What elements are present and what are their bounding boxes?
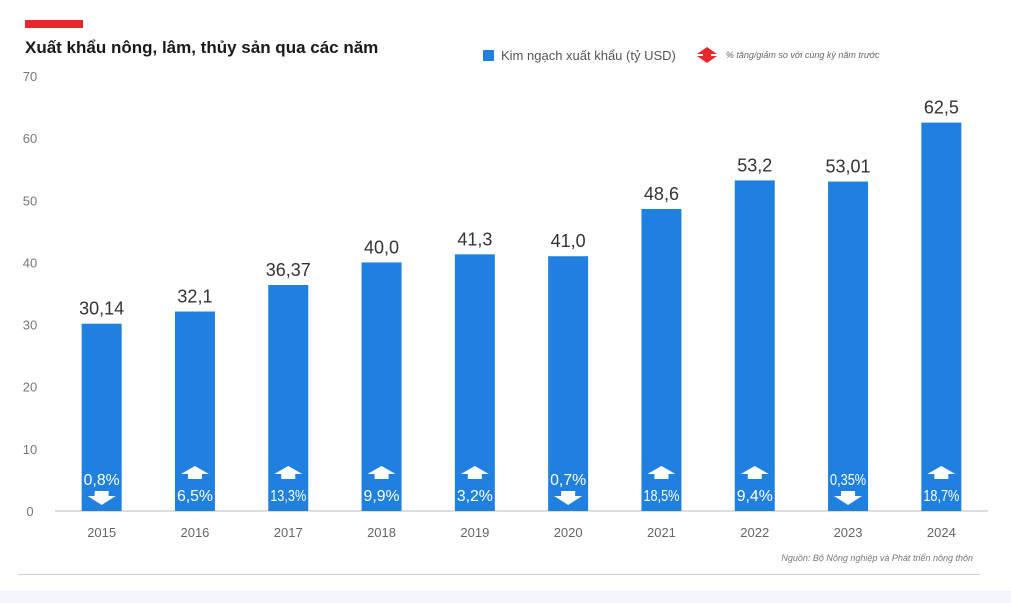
- change-up-arrow: [740, 466, 769, 479]
- change-percent-label: 0,7%: [550, 472, 586, 489]
- legend-item-change: % tăng/giảm so với cùng kỳ năm trước: [694, 46, 880, 64]
- x-tick-label: 2023: [834, 525, 863, 540]
- bar: [734, 180, 775, 511]
- legend: Kim ngạch xuất khẩu (tỷ USD) % tăng/giảm…: [483, 46, 880, 64]
- x-tick-label: 2019: [460, 525, 489, 540]
- y-tick-label: 10: [23, 442, 37, 457]
- page-bottom-strip: [0, 590, 1011, 603]
- change-down-arrow: [554, 491, 583, 505]
- change-up-arrow: [927, 466, 956, 479]
- x-tick-label: 2018: [367, 525, 396, 540]
- x-tick-label: 2015: [87, 525, 116, 540]
- x-tick-label: 2016: [180, 525, 209, 540]
- chart-title: Xuất khẩu nông, lâm, thủy sản qua các nă…: [25, 38, 379, 57]
- change-percent-label: 0,35%: [830, 472, 866, 489]
- title-accent-bar: [25, 20, 83, 28]
- change-up-arrow: [180, 466, 209, 479]
- bar: [921, 122, 962, 511]
- x-tick-label: 2021: [647, 525, 676, 540]
- bar: [174, 311, 215, 511]
- bar-value-label: 41,3: [457, 229, 492, 249]
- bar-value-label: 48,6: [644, 184, 679, 204]
- change-percent-label: 13,3%: [270, 488, 306, 505]
- x-tick-label: 2020: [554, 525, 583, 540]
- bar-value-label: 30,14: [79, 299, 124, 319]
- x-tick-label: 2024: [927, 525, 956, 540]
- y-tick-label: 50: [23, 193, 37, 208]
- legend-label-export-value: Kim ngạch xuất khẩu (tỷ USD): [501, 47, 676, 63]
- change-up-arrow: [647, 466, 676, 479]
- y-tick-label: 20: [23, 380, 37, 395]
- up-down-arrow-icon: [696, 47, 717, 63]
- y-tick-label: 0: [26, 504, 33, 519]
- y-tick-label: 70: [23, 69, 37, 84]
- change-up-arrow: [367, 466, 396, 479]
- change-percent-label: 9,4%: [737, 488, 773, 505]
- bar-value-label: 62,5: [924, 98, 959, 118]
- bar: [81, 323, 122, 511]
- change-percent-label: 0,8%: [84, 472, 120, 489]
- change-percent-label: 9,9%: [364, 488, 400, 505]
- bar: [641, 208, 682, 511]
- bar-chart: 0 10 20 30 40 50 60 70 30,14 2015 0,8% 32,1 2016 6,5%…: [23, 69, 988, 540]
- x-tick-label: 2017: [274, 525, 303, 540]
- change-up-arrow: [460, 466, 489, 479]
- legend-swatch-export-value: [483, 49, 494, 61]
- bar: [828, 181, 869, 511]
- change-down-arrow: [834, 491, 863, 505]
- change-percent-label: 6,5%: [177, 488, 213, 505]
- y-tick-label: 40: [23, 255, 37, 270]
- bar-value-label: 32,1: [177, 287, 212, 307]
- source-note: Nguồn: Bộ Nông nghiệp và Phát triển nông…: [781, 553, 973, 563]
- change-down-arrow: [87, 491, 116, 505]
- change-percent-label: 18,7%: [923, 488, 959, 505]
- bar-value-label: 53,01: [826, 157, 871, 177]
- y-tick-label: 60: [23, 131, 37, 146]
- x-tick-label: 2022: [740, 525, 769, 540]
- legend-label-change: % tăng/giảm so với cùng kỳ năm trước: [725, 50, 880, 60]
- bar-value-label: 40,0: [364, 237, 399, 257]
- y-tick-label: 30: [23, 318, 37, 333]
- bar-value-label: 41,0: [551, 231, 586, 251]
- change-percent-label: 18,5%: [643, 488, 679, 505]
- bar-value-label: 53,2: [737, 155, 772, 175]
- bar-value-label: 36,37: [266, 260, 311, 280]
- bar: [548, 256, 589, 511]
- change-percent-label: 3,2%: [457, 488, 493, 505]
- change-up-arrow: [274, 466, 303, 479]
- footer-divider: [18, 574, 980, 575]
